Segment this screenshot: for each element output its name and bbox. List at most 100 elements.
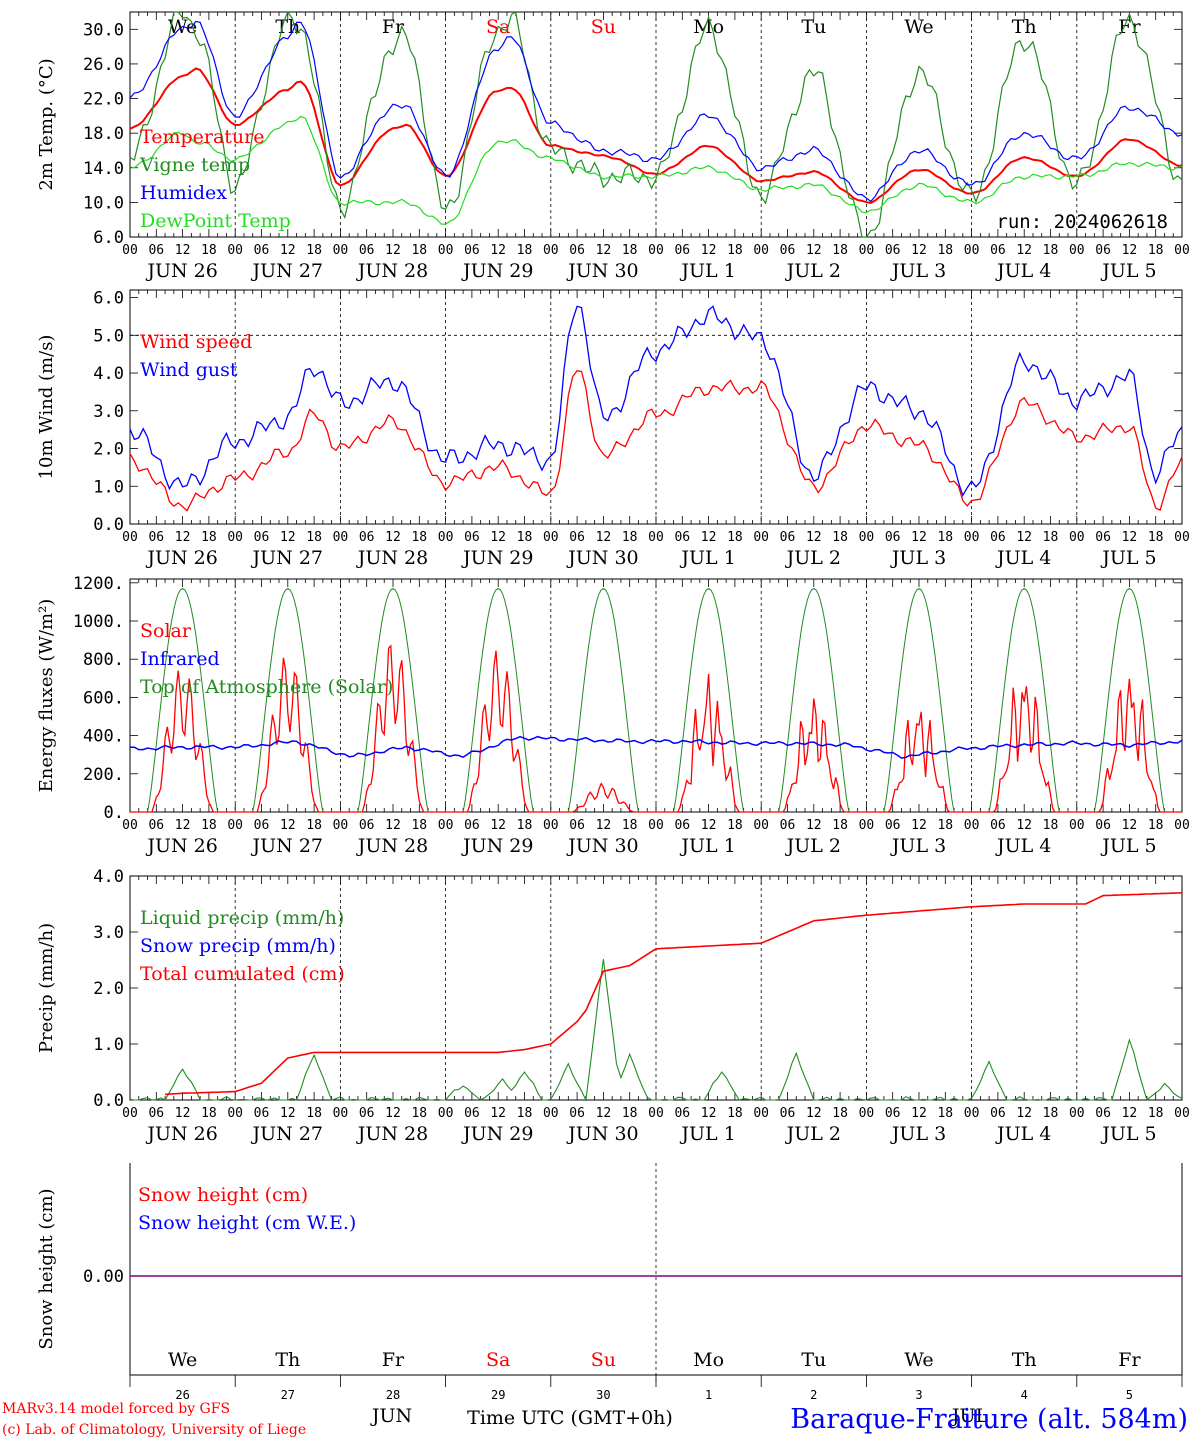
day-number-label: 4: [1021, 1388, 1028, 1402]
hour-tick-label: 12: [385, 243, 401, 258]
precip-panel: 0.0 1.0 2.0 3.0 4.0 Precip (mm/h) 00 06 12 18 JUN …: [36, 867, 1190, 1145]
hour-tick-label: 18: [727, 818, 743, 833]
hour-tick-label: 06: [885, 530, 901, 545]
hour-tick-label: 12: [596, 243, 612, 258]
hour-tick-label: 06: [1095, 243, 1111, 258]
date-label: JUL 4: [995, 1123, 1051, 1145]
hour-tick-label: 12: [701, 818, 717, 833]
hour-tick-label: 12: [175, 243, 191, 258]
weekday-label: We: [168, 1349, 197, 1371]
hour-tick-label: 00: [227, 1106, 243, 1121]
hour-tick-label: 00: [438, 818, 454, 833]
hour-tick-label: 12: [596, 818, 612, 833]
y-tick-label: 0.0: [93, 515, 124, 535]
hour-tick-label: 18: [411, 818, 427, 833]
hour-tick-label: 18: [832, 1106, 848, 1121]
hour-tick-label: 06: [148, 530, 164, 545]
hour-tick-label: 18: [937, 818, 953, 833]
hour-tick-label: 18: [832, 818, 848, 833]
hour-tick-label: 06: [464, 1106, 480, 1121]
y-tick-label: 6.0: [93, 289, 124, 309]
hour-tick-label: 06: [674, 818, 690, 833]
hour-tick-label: 18: [727, 243, 743, 258]
plot-frame: [129, 11, 1183, 238]
date-label: JUL 2: [785, 835, 841, 857]
hour-tick-label: 06: [359, 1106, 375, 1121]
date-label: JUL 3: [890, 835, 946, 857]
y-tick-label: 4.0: [93, 364, 124, 384]
legend-entry: Temperature: [140, 126, 264, 148]
weekday-label: We: [904, 1349, 933, 1371]
hour-tick-label: 00: [753, 243, 769, 258]
hour-tick-label: 00: [859, 243, 875, 258]
hour-tick-label: 00: [1069, 530, 1085, 545]
hour-tick-label: 06: [990, 818, 1006, 833]
hour-tick-label: 06: [148, 243, 164, 258]
weekday-label: Fr: [1118, 1349, 1141, 1371]
y-axis-label: Snow height (cm): [36, 1188, 57, 1349]
hour-tick-label: 06: [569, 243, 585, 258]
date-label: JUL 3: [890, 1123, 946, 1145]
hour-tick-label: 18: [832, 530, 848, 545]
hour-tick-label: 06: [359, 530, 375, 545]
hour-tick-label: 18: [832, 243, 848, 258]
hour-tick-label: 06: [569, 1106, 585, 1121]
weekday-label: Su: [591, 1349, 616, 1371]
hour-tick-label: 00: [648, 1106, 664, 1121]
cumulative-precip-line: [165, 892, 1183, 1096]
date-label: JUL 5: [1100, 260, 1156, 282]
run-annotation: run: 2024062618: [996, 211, 1168, 233]
date-label: JUL 5: [1100, 835, 1156, 857]
weekday-label: Th: [1012, 16, 1037, 38]
hour-tick-label: 00: [438, 1106, 454, 1121]
hour-tick-label: 06: [254, 1106, 270, 1121]
y-tick-label: 1200.: [73, 574, 124, 594]
y-axis-label: Precip (mm/h): [36, 923, 57, 1053]
date-label: JUN 27: [251, 260, 323, 282]
day-number-label: 5: [1126, 1388, 1133, 1402]
hour-tick-label: 18: [1043, 818, 1059, 833]
weekday-label: Fr: [382, 1349, 405, 1371]
hour-tick-label: 06: [464, 818, 480, 833]
hour-tick-label: 00: [543, 818, 559, 833]
hour-tick-label: 12: [385, 1106, 401, 1121]
hour-tick-label: 12: [1016, 243, 1032, 258]
hour-tick-label: 12: [1122, 818, 1138, 833]
hour-tick-label: 06: [885, 818, 901, 833]
y-tick-label: 1.0: [93, 477, 124, 497]
y-axis-label: 10m Wind (m/s): [36, 335, 57, 480]
hour-tick-label: 12: [280, 530, 296, 545]
date-label: JUN 26: [145, 835, 217, 857]
legend-entry: Snow height (cm W.E.): [138, 1212, 356, 1234]
hour-tick-label: 00: [1174, 243, 1190, 258]
hour-tick-label: 06: [674, 1106, 690, 1121]
hour-tick-label: 06: [569, 818, 585, 833]
hour-tick-label: 12: [701, 530, 717, 545]
date-label: JUL 4: [995, 260, 1051, 282]
y-tick-label: 30.0: [83, 20, 124, 40]
hour-tick-label: 06: [674, 530, 690, 545]
hour-tick-label: 18: [937, 530, 953, 545]
hour-tick-label: 18: [937, 1106, 953, 1121]
date-label: JUN 28: [356, 835, 428, 857]
weekday-label: Th: [1012, 1349, 1037, 1371]
date-label: JUL 1: [679, 547, 735, 569]
legend-entry: DewPoint Temp: [140, 210, 291, 232]
hour-tick-label: 12: [806, 243, 822, 258]
hour-tick-label: 00: [1069, 243, 1085, 258]
y-tick-label: 1000.: [73, 612, 124, 632]
hour-tick-label: 18: [306, 1106, 322, 1121]
legend-entry: Top of Atmosphere (Solar): [140, 676, 393, 698]
hour-tick-label: 18: [411, 243, 427, 258]
legend-entry: Humidex: [140, 182, 227, 204]
date-label: JUL 4: [995, 547, 1051, 569]
hour-tick-label: 18: [622, 530, 638, 545]
date-label: JUN 28: [356, 260, 428, 282]
weekday-label: We: [904, 16, 933, 38]
hour-tick-label: 06: [359, 818, 375, 833]
y-tick-label: 800.: [83, 650, 124, 670]
y-tick-label: 3.0: [93, 923, 124, 943]
date-label: JUL 2: [785, 547, 841, 569]
date-label: JUN 27: [251, 547, 323, 569]
hour-tick-label: 18: [622, 818, 638, 833]
